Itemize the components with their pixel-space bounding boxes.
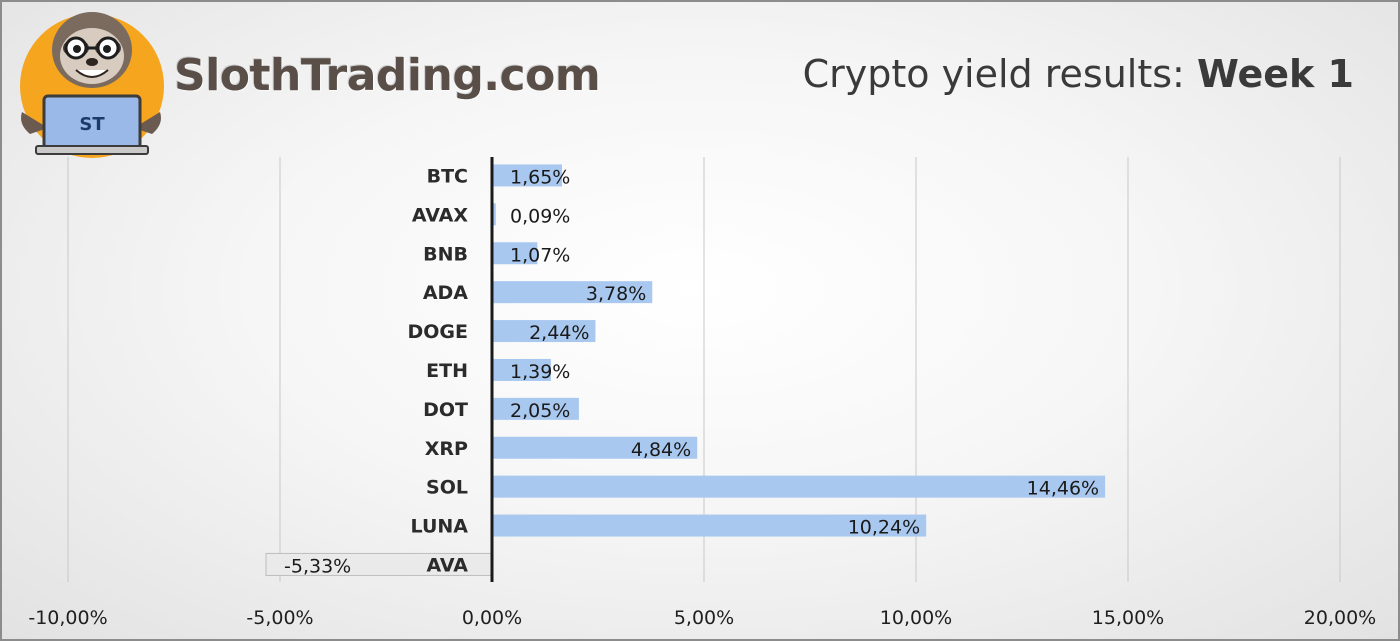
chart-title: Crypto yield results: Week 1 <box>803 52 1354 96</box>
category-label-eth: ETH <box>426 360 468 382</box>
brand-name: SlothTrading.com <box>174 50 601 101</box>
bar-eth <box>492 358 551 381</box>
logo: ST <box>10 2 170 162</box>
category-label-luna: LUNA <box>411 516 469 538</box>
bar-xrp <box>492 436 698 459</box>
category-label-sol: SOL <box>426 477 468 499</box>
data-label-btc: 1,65% <box>510 166 570 188</box>
data-label-eth: 1,39% <box>510 361 570 383</box>
category-label-doge: DOGE <box>408 321 469 343</box>
chart-title-week: Week 1 <box>1196 52 1354 96</box>
x-tick-label: -10,00% <box>28 607 107 629</box>
category-label-bnb: BNB <box>423 243 468 265</box>
bar-ada <box>492 281 653 304</box>
x-tick-label: 15,00% <box>1092 607 1164 629</box>
data-label-xrp: 4,84% <box>631 439 691 461</box>
logo-laptop-text: ST <box>79 114 105 135</box>
category-label-xrp: XRP <box>425 438 468 460</box>
bar-luna <box>492 514 927 537</box>
category-label-btc: BTC <box>427 165 468 187</box>
x-tick-label: 5,00% <box>674 607 734 629</box>
sloth-with-laptop-icon: ST <box>20 12 164 158</box>
category-label-ada: ADA <box>423 282 468 304</box>
bar-btc <box>492 164 562 187</box>
x-tick-label: 10,00% <box>880 607 952 629</box>
data-label-ava: -5,33% <box>284 555 351 577</box>
category-label-dot: DOT <box>423 399 468 421</box>
bar-dot <box>492 397 579 420</box>
x-tick-label: 20,00% <box>1304 607 1376 629</box>
bar-sol <box>492 475 1106 498</box>
gridlines <box>67 157 1341 582</box>
category-labels: BTC AVAX BNB ADA DOGE ETH DOT XRP SOL LUNA AVA <box>408 165 469 576</box>
category-label-avax: AVAX <box>412 204 469 226</box>
data-label-avax: 0,09% <box>510 205 570 227</box>
x-tick-label: -5,00% <box>246 607 313 629</box>
chart-title-prefix: Crypto yield results: <box>802 52 1197 96</box>
x-tick-labels: -10,00% -5,00% 0,00% 5,00% 10,00% 15,00% 20,00… <box>28 607 1376 629</box>
data-label-dot: 2,05% <box>510 400 570 422</box>
bar-doge <box>492 320 596 343</box>
data-label-bnb: 1,07% <box>510 244 570 266</box>
bar-bnb <box>492 242 538 265</box>
data-label-sol: 14,46% <box>1027 478 1099 500</box>
data-labels: 1,65% 0,09% 1,07% 3,78% 2,44% 1,39% 2,05% 4,84%… <box>284 166 1099 577</box>
bars <box>265 164 1106 576</box>
bar-avax <box>492 203 496 226</box>
data-label-luna: 10,24% <box>848 517 920 539</box>
category-label-ava: AVA <box>426 554 468 576</box>
data-label-ada: 3,78% <box>586 283 646 305</box>
x-tick-label: 0,00% <box>462 607 522 629</box>
data-label-doge: 2,44% <box>529 322 589 344</box>
